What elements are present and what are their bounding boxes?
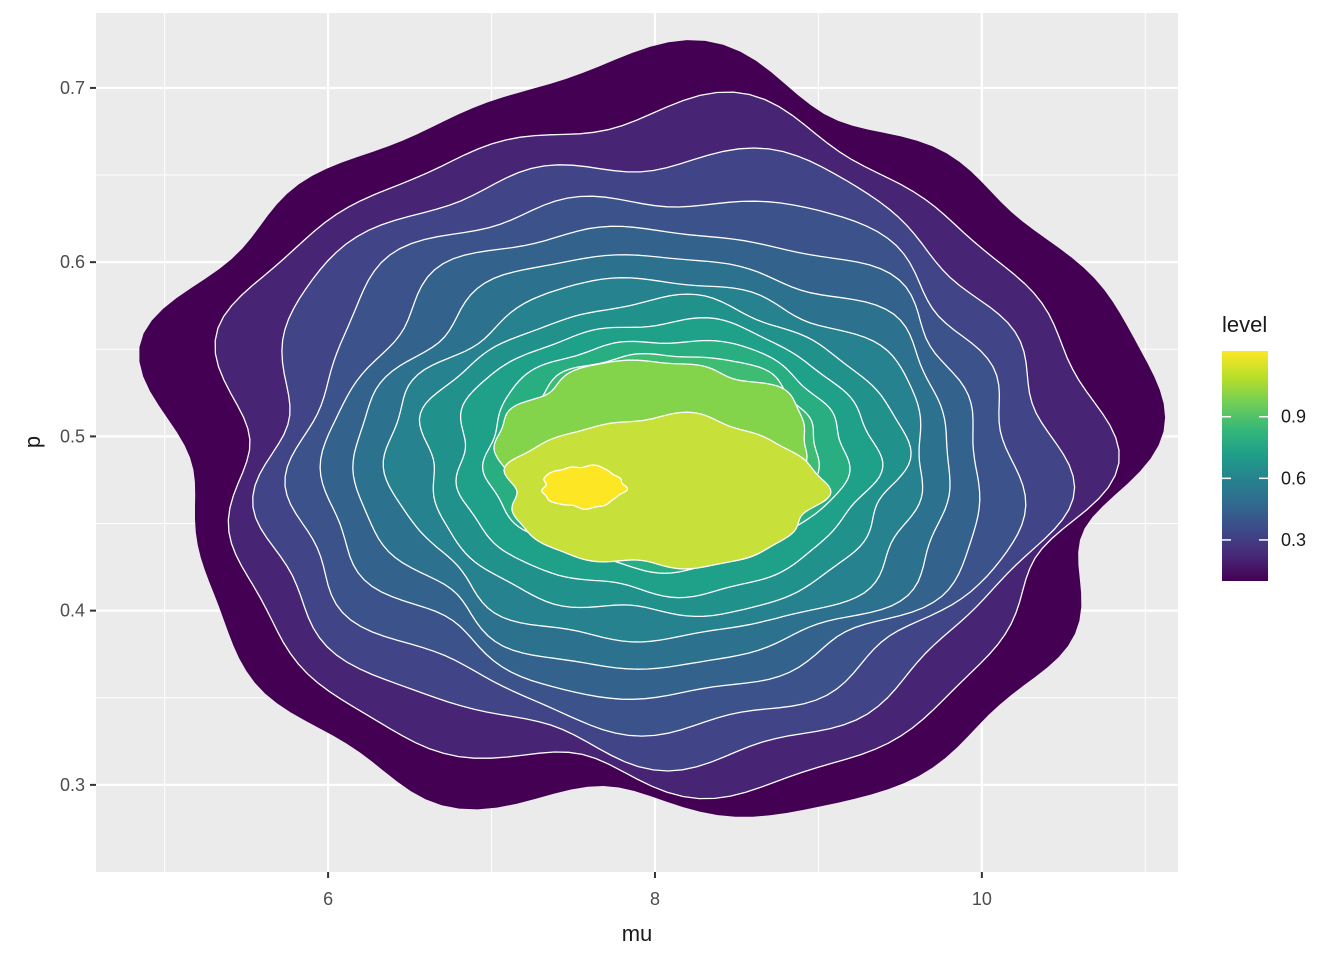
y-tick-label: 0.7	[60, 78, 85, 98]
x-tick-label: 6	[323, 889, 333, 909]
legend-ticks: 0.3 0.6 0.9	[1222, 407, 1306, 550]
legend-tick-label: 0.9	[1281, 407, 1306, 427]
y-tick-label: 0.6	[60, 252, 85, 272]
density-band-13	[503, 411, 832, 570]
density-band-14	[541, 464, 629, 510]
color-legend: level 0.3 0.6 0.9	[1222, 312, 1306, 581]
y-tick-label: 0.5	[60, 426, 85, 446]
density-contours	[139, 40, 1166, 817]
legend-tick-label: 0.6	[1281, 468, 1306, 488]
x-axis-title: mu	[622, 921, 653, 946]
legend-tick-label: 0.3	[1281, 530, 1306, 550]
y-tick-label: 0.4	[60, 601, 85, 621]
y-axis-title: p	[20, 436, 45, 448]
y-tick-label: 0.3	[60, 775, 85, 795]
legend-title: level	[1222, 312, 1267, 337]
legend-colorbar	[1222, 351, 1268, 581]
x-tick-label: 10	[972, 889, 992, 909]
x-tick-label: 8	[650, 889, 660, 909]
axes: 6 8 10 0.3 0.4 0.5 0.6 0.7	[60, 78, 992, 909]
